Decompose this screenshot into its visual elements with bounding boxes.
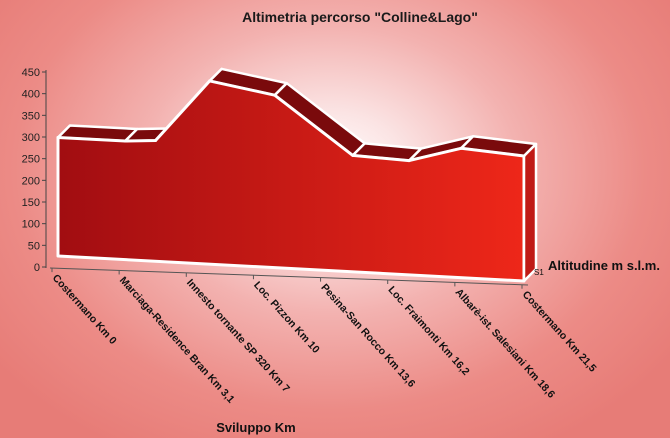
area-end-face bbox=[522, 142, 538, 283]
y-tick-label: 300 bbox=[22, 132, 40, 144]
series-key: S1 bbox=[534, 268, 544, 277]
data-point bbox=[56, 135, 60, 139]
data-point bbox=[273, 93, 277, 97]
x-axis-line bbox=[49, 267, 529, 286]
data-point bbox=[123, 139, 127, 143]
x-axis-label: Sviluppo Km bbox=[216, 420, 295, 435]
data-point bbox=[407, 159, 411, 163]
y-axis: 0 50 100 150 200 250 300 350 400 450 bbox=[22, 67, 47, 274]
x-category-label: Costermano Km 21,5 bbox=[520, 289, 599, 375]
x-category-label: Costermano Km 0 bbox=[50, 272, 119, 347]
data-point bbox=[459, 146, 463, 150]
y-tick-label: 150 bbox=[22, 197, 40, 209]
data-point bbox=[351, 153, 355, 157]
y-tick-label: 200 bbox=[22, 175, 40, 187]
y-tick-label: 0 bbox=[34, 262, 40, 274]
data-point bbox=[154, 139, 158, 143]
y-tick-label: 400 bbox=[22, 89, 40, 101]
data-point bbox=[522, 154, 526, 158]
area-front-face bbox=[56, 79, 526, 283]
x-category-label: Marciaga-Residence Bran Km 3,1 bbox=[117, 274, 237, 405]
x-category-label: Innesto tornante SP 320 Km 7 bbox=[184, 277, 292, 395]
x-category-label: Loc. Pizzon Km 10 bbox=[251, 279, 322, 356]
area-layer bbox=[56, 67, 538, 283]
y-tick-label: 450 bbox=[22, 67, 40, 79]
data-point bbox=[208, 79, 212, 83]
y-tick-label: 100 bbox=[22, 219, 40, 231]
chart-title: Altimetria percorso "Colline&Lago" bbox=[242, 9, 478, 25]
y-tick-label: 250 bbox=[22, 154, 40, 166]
y-tick-label: 350 bbox=[22, 110, 40, 122]
y-tick-label: 50 bbox=[28, 240, 40, 252]
series-label: Altitudine m s.l.m. bbox=[548, 258, 660, 273]
